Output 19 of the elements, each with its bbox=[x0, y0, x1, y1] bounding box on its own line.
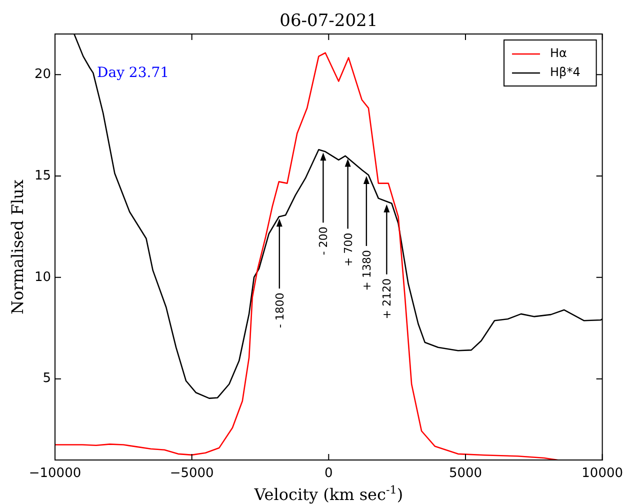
y-tick-label: 20 bbox=[34, 66, 51, 82]
chart-title: 06-07-2021 bbox=[280, 11, 378, 31]
annotation: + 2120 bbox=[380, 278, 394, 320]
y-tick-label: 10 bbox=[34, 270, 51, 285]
legend-label: Hβ*4 bbox=[550, 65, 580, 80]
y-tick-label: 15 bbox=[34, 168, 51, 184]
y-tick-label: 5 bbox=[42, 371, 51, 386]
x-tick-label: −10000 bbox=[28, 466, 82, 482]
legend-label: Hα bbox=[550, 46, 568, 60]
x-tick-label: 5000 bbox=[448, 466, 482, 482]
annotation: + 700 bbox=[342, 232, 355, 266]
annotation: - 200 bbox=[317, 226, 330, 256]
annotation: Day 23.71 bbox=[97, 65, 170, 81]
x-tick-label: 0 bbox=[324, 466, 333, 482]
y-axis-title: Normalised Flux bbox=[8, 180, 27, 314]
x-tick-label: 10000 bbox=[582, 466, 623, 482]
annotation: - 1800 bbox=[273, 292, 286, 328]
annotation: + 1380 bbox=[360, 250, 374, 291]
x-tick-label: −5000 bbox=[170, 466, 214, 482]
